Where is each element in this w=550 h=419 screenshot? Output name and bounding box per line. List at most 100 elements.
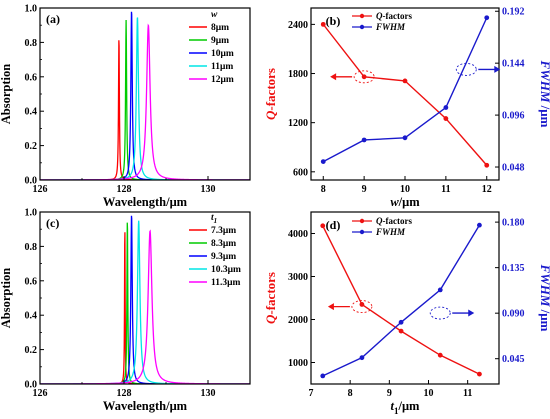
x-tick-label: 130 [201,184,216,195]
arrow-head-1 [468,309,475,317]
legend-label-3: 11μm [211,62,233,72]
legend-label-2: 9.3μm [211,252,236,262]
annotation-ellipse-0 [353,70,375,84]
x-axis-label: Wavelength/μm [103,399,188,413]
x-axis-label: w/μm [390,195,420,209]
y-axis-label: Absorption [0,268,13,328]
y-right-tick-label: 0.192 [502,7,525,18]
y-tick-label: 0.8 [25,242,38,253]
y-tick-label: 1.0 [25,208,38,219]
x-tick-label: 128 [117,184,132,195]
arrow-head-1 [494,65,501,73]
plot-frame [310,7,500,181]
y-left-tick-label: 3000 [288,272,308,283]
y-right-tick-label: 0.135 [502,263,525,274]
x-tick-label: 11 [463,388,472,399]
data-point-right [320,159,326,165]
y-left-axis-label: Q-factors [263,272,278,324]
panel-d: 7 8 9 10 11 1000 2000 3000 4000 0.045 0.090 0.135 0.… [263,211,550,416]
x-tick-label: 126 [33,184,48,195]
legend-title: t1 [211,213,217,225]
y-left-tick-label: 1800 [288,69,308,80]
y-tick-label: 1.0 [25,4,38,15]
y-tick-label: 0.8 [25,38,38,49]
arrow-head-0 [327,303,334,311]
y-left-tick-label: 4000 [288,229,308,240]
data-point-left [320,21,326,27]
y-right-tick-label: 0.180 [502,218,525,229]
x-tick-label: 130 [201,388,216,399]
y-right-tick-label: 0.048 [502,163,525,174]
annotation-ellipse-1 [429,306,451,320]
y-right-tick-label: 0.045 [502,354,525,365]
data-point-right [361,137,367,143]
data-point-left [484,162,490,168]
legend-label-4: 12μm [211,75,234,85]
annotation-ellipse-1 [455,62,477,76]
x-axis-label: Wavelength/μm [103,195,188,209]
x-tick-label: 10 [424,388,434,399]
y-left-tick-label: 1000 [288,358,308,369]
data-point-right [359,355,365,361]
legend-label-0: 8μm [211,23,229,33]
legend-marker-1 [359,229,365,235]
data-point-left [443,116,449,121]
legend-marker-0 [359,218,365,224]
y-right-tick-label: 0.096 [502,111,525,122]
y-left-tick-label: 2400 [288,20,308,31]
legend-label-0: 7.3μm [211,226,236,236]
y-left-tick-label: 1200 [288,118,308,129]
y-tick-label: 0.4 [25,311,38,322]
y-left-axis-label: Q-factors [263,68,278,120]
legend-label-1: 9μm [211,36,229,46]
y-right-tick-label: 0.090 [502,309,525,320]
arrow-head-0 [330,73,337,81]
y-tick-label: 0.6 [25,72,38,83]
y-tick-label: 0.2 [25,345,38,356]
legend-title: w [211,10,218,20]
data-point-right [437,287,443,293]
data-point-left [320,223,326,229]
x-tick-label: 11 [441,184,450,195]
panel-a: 0.0 0.2 0.4 0.6 0.8 1.0 126 128 130 Wavelength/μm… [0,4,251,209]
legend-label-1: FWHM [375,227,406,237]
annotation-ellipse-0 [351,300,373,314]
legend-marker-1 [359,24,365,30]
y-tick-label: 0.2 [25,141,38,152]
panel-label: (c) [46,216,59,230]
panel-label: (d) [326,218,341,232]
data-point-left [402,78,408,84]
x-tick-label: 8 [321,184,326,195]
x-tick-label: 10 [400,184,410,195]
x-tick-label: 126 [33,388,48,399]
data-point-left [359,302,365,307]
x-tick-label: 8 [348,388,353,399]
y-tick-label: 0.4 [25,107,38,118]
series-line-right [322,224,481,377]
legend-label-3: 10.3μm [211,265,241,275]
x-tick-label: 9 [362,184,367,195]
y-tick-label: 0.6 [25,276,38,287]
data-point-right [484,15,490,21]
y-axis-label: Absorption [0,64,13,124]
y-right-tick-label: 0.144 [502,59,525,70]
legend-label-0: Q-factors [376,216,412,226]
data-point-left [398,328,404,334]
panel-label: (b) [326,14,341,28]
panel-b: 8 9 10 11 12 600 1200 1800 2400 0.048 0.096 0.144 0.… [263,7,550,209]
panel-c: 0.0 0.2 0.4 0.6 0.8 1.0 126 128 130 Wavelength/μm… [0,208,251,413]
data-point-left [437,352,443,358]
legend-label-2: 10μm [211,49,234,59]
y-tick-label: 0.0 [25,380,38,391]
y-right-axis-label: FWHM /μm [538,264,550,332]
plot-frame [310,211,500,385]
y-right-axis-label: FWHM /μm [538,60,550,128]
plot-frame [39,7,251,181]
x-tick-label: 9 [387,388,392,399]
x-tick-label: 128 [117,388,132,399]
y-left-tick-label: 2000 [288,315,308,326]
legend-label-1: 8.3μm [211,239,236,249]
series-line-left [322,225,480,375]
legend-label-1: FWHM [375,22,406,32]
